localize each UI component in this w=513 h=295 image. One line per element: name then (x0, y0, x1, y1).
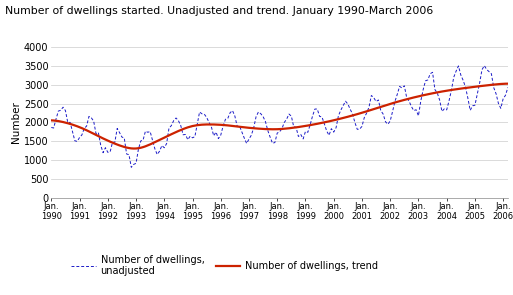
Text: Number of dwellings started. Unadjusted and trend. January 1990-March 2006: Number of dwellings started. Unadjusted … (5, 6, 433, 16)
Number of dwellings,
unadjusted (458, 73, 464, 77)
Number of dwellings,
unadjusted (481, 64, 487, 68)
Number of dwellings, trend (131, 147, 137, 150)
Number of dwellings,
unadjusted (505, 86, 511, 89)
Number of dwellings, trend (173, 130, 179, 134)
Number of dwellings, trend (291, 126, 297, 130)
Number of dwellings, trend (74, 124, 80, 128)
Number of dwellings, trend (505, 82, 511, 86)
Legend: Number of dwellings,
unadjusted, Number of dwellings, trend: Number of dwellings, unadjusted, Number … (68, 251, 382, 280)
Number of dwellings, trend (458, 87, 464, 90)
Number of dwellings, trend (48, 119, 54, 122)
Number of dwellings,
unadjusted (128, 165, 134, 169)
Line: Number of dwellings, trend: Number of dwellings, trend (51, 84, 508, 148)
Number of dwellings,
unadjusted (173, 116, 179, 120)
Number of dwellings,
unadjusted (48, 126, 54, 129)
Number of dwellings,
unadjusted (441, 107, 447, 111)
Number of dwellings,
unadjusted (74, 140, 80, 143)
Y-axis label: Number: Number (11, 101, 21, 143)
Number of dwellings,
unadjusted (291, 125, 297, 128)
Number of dwellings, trend (441, 89, 447, 93)
Number of dwellings,
unadjusted (410, 109, 417, 112)
Number of dwellings, trend (410, 96, 417, 99)
Line: Number of dwellings,
unadjusted: Number of dwellings, unadjusted (51, 66, 508, 167)
